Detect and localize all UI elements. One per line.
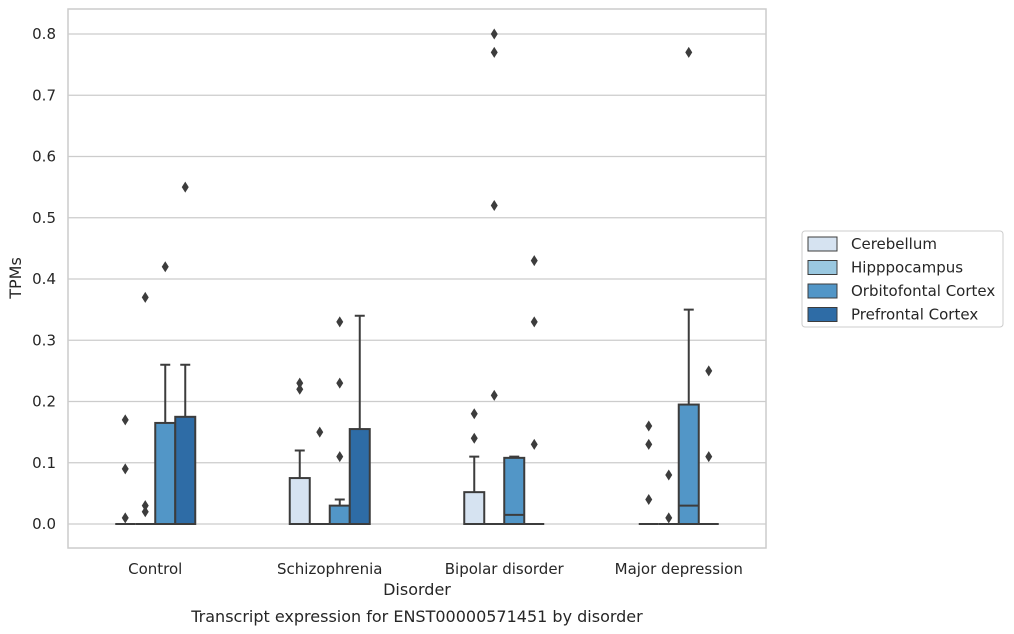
box-group bbox=[348, 314, 371, 525]
outlier-point bbox=[470, 408, 478, 420]
outlier-point bbox=[296, 377, 304, 389]
outlier-point bbox=[121, 512, 129, 524]
box-group bbox=[309, 426, 330, 525]
outlier-point bbox=[705, 451, 713, 463]
y-tick-label: 0.5 bbox=[32, 209, 56, 227]
outlier-point bbox=[530, 255, 538, 267]
box-body bbox=[154, 421, 177, 525]
box-group bbox=[484, 28, 505, 525]
legend-swatch bbox=[807, 283, 838, 299]
legend-label: Prefrontal Cortex bbox=[851, 306, 978, 324]
x-tick-label: Bipolar disorder bbox=[445, 560, 565, 578]
outlier-point bbox=[316, 426, 324, 438]
outlier-point bbox=[121, 463, 129, 475]
legend-label: Cerebellum bbox=[851, 235, 937, 253]
box-group bbox=[658, 469, 679, 525]
x-tick-label: Control bbox=[128, 560, 182, 578]
chart-caption: Transcript expression for ENST0000057145… bbox=[190, 607, 643, 626]
outlier-point bbox=[181, 181, 189, 193]
legend: Cerebellum Hipppocampus Orbitofontal Corte… bbox=[801, 230, 1004, 328]
legend-swatch bbox=[807, 260, 838, 275]
box-body bbox=[328, 504, 351, 525]
x-tick-label: Major depression bbox=[615, 560, 743, 578]
legend-label: Hipppocampus bbox=[851, 259, 963, 277]
box-body bbox=[288, 477, 311, 525]
box-group bbox=[115, 414, 136, 525]
y-tick-label: 0.7 bbox=[32, 86, 56, 104]
x-tick-label: Schizophrenia bbox=[277, 560, 382, 578]
outlier-point bbox=[490, 46, 498, 58]
outlier-point bbox=[336, 316, 344, 328]
outlier-point bbox=[141, 506, 149, 518]
y-tick-labels: 0.0 0.1 0.2 0.3 0.4 0.5 0.6 0.7 0.8 bbox=[32, 25, 56, 533]
y-tick-label: 0.3 bbox=[32, 331, 56, 349]
outlier-point bbox=[121, 414, 129, 426]
box-group bbox=[135, 291, 156, 525]
y-tick-label: 0.8 bbox=[32, 25, 56, 43]
outlier-point bbox=[490, 200, 498, 211]
outlier-point bbox=[645, 420, 653, 432]
plot-frame bbox=[67, 8, 767, 549]
y-tick-label: 0.2 bbox=[32, 393, 56, 411]
box-body bbox=[503, 456, 526, 526]
outlier-point bbox=[161, 261, 169, 273]
box-group bbox=[174, 181, 197, 525]
outlier-point bbox=[665, 469, 673, 481]
box-group bbox=[698, 365, 719, 525]
boxes-layer bbox=[115, 28, 719, 526]
legend-swatch bbox=[807, 307, 838, 322]
outlier-point bbox=[645, 438, 653, 450]
y-tick-label: 0.4 bbox=[32, 270, 56, 288]
outlier-point bbox=[530, 316, 538, 328]
box-body bbox=[174, 415, 197, 525]
legend-label: Orbitofontal Cortex bbox=[851, 282, 995, 300]
y-tick-label: 0.1 bbox=[32, 454, 56, 472]
outlier-point bbox=[705, 365, 713, 377]
x-axis-title: Disorder bbox=[383, 580, 451, 599]
box-group bbox=[677, 46, 700, 525]
box-group bbox=[328, 316, 351, 525]
outlier-point bbox=[490, 389, 498, 401]
box-body bbox=[677, 403, 700, 525]
box-group bbox=[638, 420, 659, 525]
outlier-point bbox=[645, 494, 653, 505]
legend-swatch bbox=[807, 236, 838, 252]
box-group bbox=[503, 455, 526, 526]
box-body bbox=[348, 428, 371, 525]
outlier-point bbox=[685, 46, 693, 58]
box-group bbox=[463, 408, 486, 525]
y-tick-label: 0.0 bbox=[32, 515, 56, 533]
outlier-point bbox=[296, 383, 304, 395]
y-axis-title: TPMs bbox=[6, 257, 25, 300]
outlier-point bbox=[141, 500, 149, 512]
outlier-point bbox=[336, 451, 344, 463]
outlier-point bbox=[530, 438, 538, 450]
outlier-point bbox=[490, 28, 498, 40]
outlier-point bbox=[141, 291, 149, 303]
outlier-point bbox=[665, 512, 673, 524]
outlier-point bbox=[336, 377, 344, 389]
box-group bbox=[288, 377, 311, 525]
legend-frame bbox=[801, 230, 1004, 328]
box-group bbox=[524, 255, 545, 525]
x-tick-labels: Control Schizophrenia Bipolar disorder Majo… bbox=[128, 560, 743, 578]
y-tick-label: 0.6 bbox=[32, 148, 56, 166]
outlier-point bbox=[470, 432, 478, 444]
box-body bbox=[463, 491, 486, 525]
